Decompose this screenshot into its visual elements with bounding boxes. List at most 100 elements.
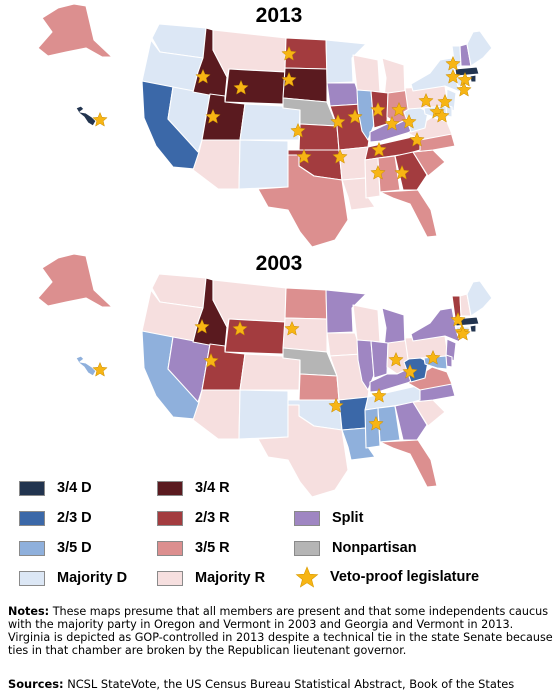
veto-star-ri xyxy=(456,81,472,97)
state-ga xyxy=(394,151,428,191)
sources-text: NCSL StateVote, the US Census Bureau Sta… xyxy=(67,677,515,691)
veto-star-sd xyxy=(281,71,297,87)
state-me xyxy=(466,280,493,317)
legend-item-veto-proof: Veto-proof legislature xyxy=(294,566,480,588)
state-fl xyxy=(379,439,438,488)
veto-star-ut xyxy=(205,108,221,124)
veto-star-ga xyxy=(394,164,410,180)
legend-swatch-rmaj xyxy=(157,570,183,586)
star-icon xyxy=(295,566,319,588)
veto-star-id xyxy=(194,318,210,334)
veto-star-oh xyxy=(391,101,407,117)
state-hi xyxy=(75,105,97,127)
legend-label: Majority R xyxy=(195,570,266,586)
veto-star-il xyxy=(347,108,363,124)
us-map-2003 xyxy=(37,253,493,498)
state-wy xyxy=(224,318,286,355)
veto-star-ny xyxy=(445,55,461,71)
state-ga xyxy=(394,401,428,441)
legend-label: 3/4 R xyxy=(195,480,230,496)
state-al xyxy=(377,155,401,193)
legend-swatch-split xyxy=(294,510,320,526)
legend-swatch-d23 xyxy=(19,510,45,526)
us-map-2013 xyxy=(37,3,493,248)
state-wi xyxy=(352,304,381,343)
legend-label: Split xyxy=(332,510,364,526)
state-az xyxy=(192,389,241,440)
veto-star-hi xyxy=(92,361,108,377)
notes: Notes: These maps presume that all membe… xyxy=(8,605,553,657)
veto-star-sc xyxy=(409,131,425,147)
state-hi xyxy=(75,355,97,377)
legend-label: Majority D xyxy=(57,570,128,586)
state-me xyxy=(466,30,493,67)
veto-star-wy xyxy=(233,79,249,95)
veto-star-ar xyxy=(328,397,344,413)
veto-star-al xyxy=(370,164,386,180)
legend-label: Nonpartisan xyxy=(332,540,417,556)
veto-star-oh xyxy=(388,351,404,367)
state-wi xyxy=(352,54,381,93)
state-ks xyxy=(298,373,340,401)
veto-star-nj xyxy=(418,92,434,108)
veto-star-vt xyxy=(445,68,461,84)
legend-label: 3/5 D xyxy=(57,540,92,556)
legend-item-rmaj: Majority R xyxy=(157,568,265,588)
veto-star-ks xyxy=(290,122,306,138)
veto-star-hi xyxy=(92,111,108,127)
state-ma xyxy=(454,66,480,77)
veto-star-id xyxy=(195,68,211,84)
veto-star-ky xyxy=(384,115,400,131)
legend-label: 3/4 D xyxy=(57,480,92,496)
state-ms xyxy=(364,157,381,199)
legend-label: Veto-proof legislature xyxy=(330,569,480,585)
state-ar xyxy=(338,146,369,181)
veto-star-de xyxy=(437,93,453,109)
state-al xyxy=(377,405,401,443)
legend-label: 2/3 D xyxy=(57,510,92,526)
veto-star-wv xyxy=(402,363,418,379)
state-ak xyxy=(37,253,113,308)
sources-label: Sources: xyxy=(8,677,64,691)
notes-text: These maps presume that all members are … xyxy=(8,605,553,657)
state-ar xyxy=(338,396,369,431)
state-nd xyxy=(284,287,328,320)
legend-item-split: Split xyxy=(294,508,363,528)
veto-star-md xyxy=(425,349,441,365)
legend-item-r23: 2/3 R xyxy=(157,508,230,528)
veto-star-ms xyxy=(368,415,384,431)
legend-item-dmaj: Majority D xyxy=(19,568,127,588)
veto-star-ok xyxy=(296,148,312,164)
legend-swatch-d34 xyxy=(19,480,45,496)
legend-label: 2/3 R xyxy=(195,510,230,526)
veto-star-in xyxy=(370,101,386,117)
veto-star-ri xyxy=(455,325,471,341)
veto-star-wy xyxy=(232,320,248,336)
veto-star-mo xyxy=(330,113,346,129)
state-ny xyxy=(410,307,461,343)
veto-star-ma xyxy=(457,71,473,87)
veto-star-md xyxy=(434,107,450,123)
legend-swatch-d35 xyxy=(19,540,45,556)
legend-swatch-r35 xyxy=(157,540,183,556)
notes-label: Notes: xyxy=(8,605,50,618)
sources: Sources: NCSL StateVote, the US Census B… xyxy=(8,677,556,691)
map-title-2013: 2013 xyxy=(255,4,303,27)
state-nm xyxy=(238,139,289,190)
veto-star-vt xyxy=(450,311,466,327)
legend-item-r34: 3/4 R xyxy=(157,478,230,498)
state-va xyxy=(407,366,453,391)
legend-swatch-dmaj xyxy=(19,570,45,586)
veto-star-nd xyxy=(281,45,297,61)
state-ri xyxy=(469,324,477,333)
veto-star-ms xyxy=(332,148,348,164)
veto-star-wv xyxy=(401,113,417,129)
state-ak xyxy=(37,3,113,58)
state-in xyxy=(370,340,389,379)
veto-star-al xyxy=(371,387,387,403)
state-sd xyxy=(282,317,328,353)
veto-star-sd xyxy=(284,320,300,336)
state-tx xyxy=(257,404,349,498)
state-fl xyxy=(379,189,438,238)
veto-star-tn xyxy=(371,141,387,157)
